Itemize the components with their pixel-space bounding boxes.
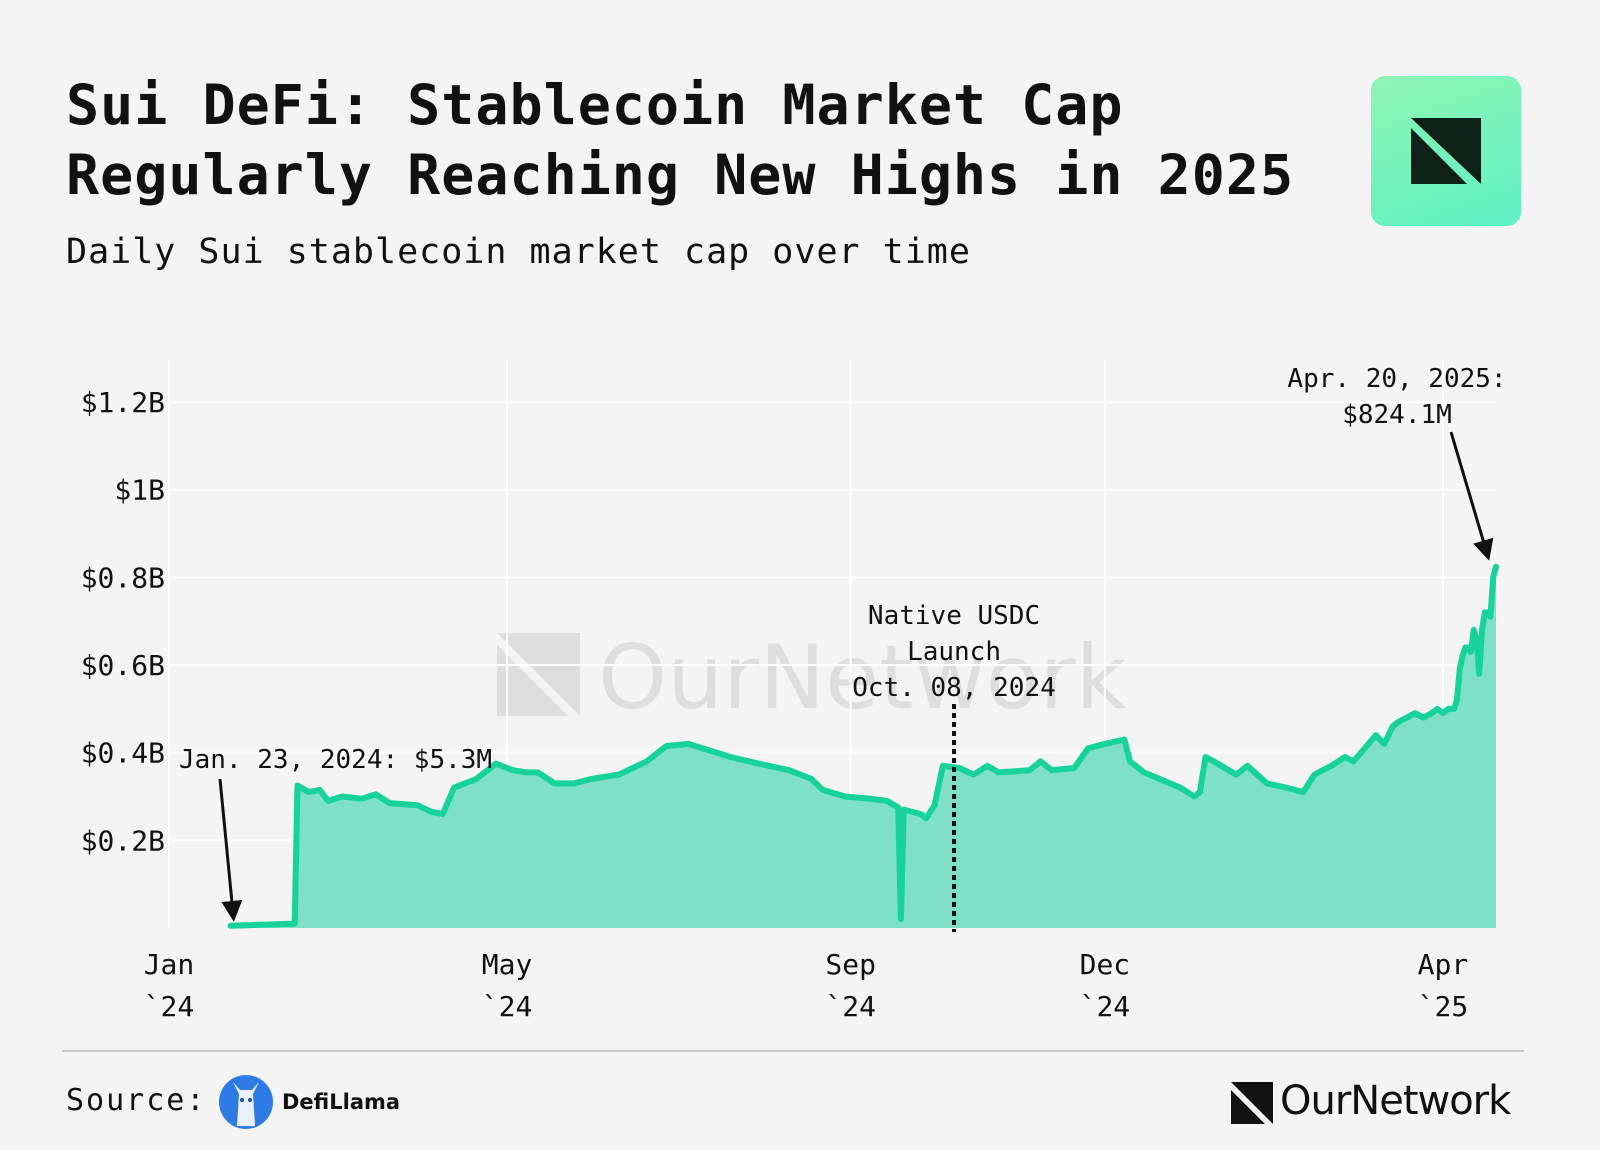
- y-tick-label: $1.2B: [81, 386, 165, 419]
- x-tick-label-year: `24: [144, 990, 195, 1023]
- annotation-usdc-label: Launch: [907, 637, 1001, 667]
- series: [227, 563, 1499, 929]
- x-tick-label-year: `24: [825, 990, 876, 1023]
- annotations: Jan. 23, 2024: $5.3M Native USDC Launch Oct…: [179, 364, 1507, 932]
- ournetwork-badge-icon: [1371, 76, 1521, 226]
- watermark-mark: [497, 633, 580, 716]
- x-tick-label: May: [482, 948, 533, 981]
- axes: $0.2B $0.4B $0.6B $0.8B $1B $1.2B Jan `24 May `24…: [81, 386, 1469, 1023]
- annotation-usdc-label: Native USDC: [868, 601, 1040, 631]
- annotation-end-label: Apr. 20, 2025:: [1287, 364, 1506, 394]
- x-tick-label-year: `24: [1080, 990, 1131, 1023]
- y-tick-label: $0.4B: [81, 737, 165, 770]
- chart-subtitle: Daily Sui stablecoin market cap over tim…: [66, 232, 971, 272]
- x-tick-label: Dec: [1080, 948, 1131, 981]
- watermark-text: OurNetwork: [598, 626, 1127, 729]
- watermark-mark-top: [497, 633, 580, 716]
- series-area: [230, 566, 1496, 928]
- y-tick-label: $0.8B: [81, 561, 165, 594]
- x-tick-label-year: `24: [482, 990, 533, 1023]
- x-tick-label: Sep: [825, 948, 876, 981]
- chart-area: OurNetwork $0.2B $0.4B $0.6B $0.8B $1B $1.2B J…: [81, 360, 1507, 1023]
- annotation-end-arrow: [1449, 431, 1494, 561]
- source-name: DefiLlama: [282, 1090, 401, 1114]
- x-tick-label-year: `25: [1418, 990, 1469, 1023]
- y-tick-label: $0.6B: [81, 649, 165, 682]
- ournetwork-mark-icon: [1231, 1082, 1273, 1124]
- x-tick-label: Apr: [1418, 948, 1469, 981]
- chart-title: Sui DeFi: Stablecoin Market Cap Regularl…: [66, 73, 1295, 207]
- series-line: [227, 563, 1499, 929]
- watermark: OurNetwork: [497, 626, 1127, 729]
- brand-name: OurNetwork: [1280, 1078, 1511, 1124]
- watermark-mark-bottom: [497, 645, 568, 716]
- footer-divider: [62, 1050, 1524, 1052]
- source-label: Source:: [66, 1083, 207, 1118]
- llama-icon: [219, 1072, 273, 1132]
- x-tick-label: Jan: [144, 948, 195, 981]
- annotation-start-label: Jan. 23, 2024: $5.3M: [179, 745, 492, 775]
- annotation-usdc-label: Oct. 08, 2024: [852, 673, 1056, 703]
- annotation-end-label: $824.1M: [1342, 400, 1452, 430]
- y-tick-label: $0.2B: [81, 824, 165, 857]
- annotation-start-arrow: [218, 778, 243, 922]
- y-tick-label: $1B: [114, 474, 165, 507]
